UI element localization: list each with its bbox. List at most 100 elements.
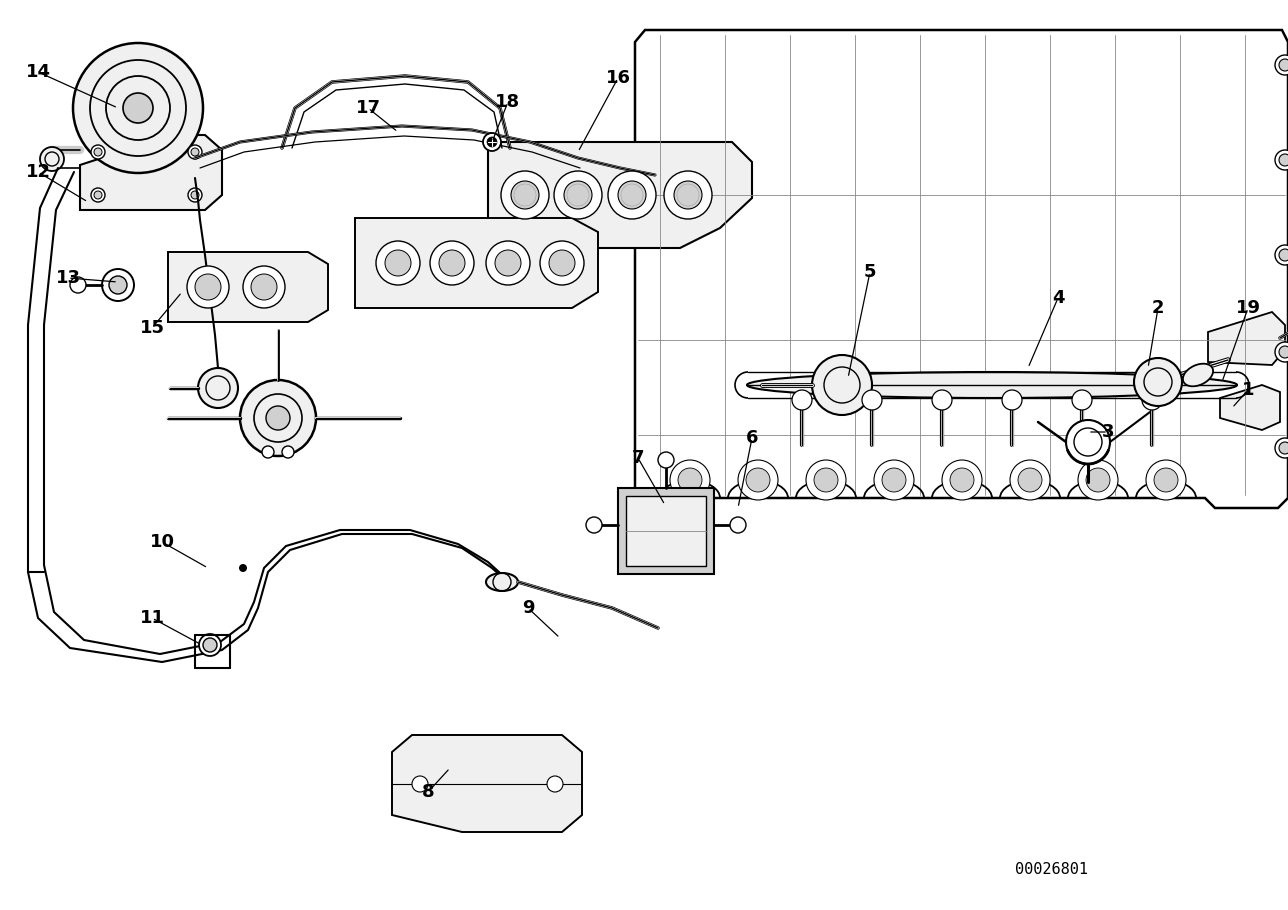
Circle shape — [94, 148, 102, 156]
Circle shape — [267, 406, 290, 430]
Circle shape — [1275, 150, 1288, 170]
Circle shape — [439, 250, 465, 276]
Circle shape — [730, 517, 746, 533]
Polygon shape — [392, 735, 582, 832]
Circle shape — [792, 390, 811, 410]
Circle shape — [1154, 468, 1179, 492]
Circle shape — [1275, 245, 1288, 265]
Circle shape — [862, 390, 882, 410]
Circle shape — [483, 133, 501, 151]
Text: 14: 14 — [26, 63, 50, 81]
Circle shape — [1072, 390, 1092, 410]
Text: 16: 16 — [605, 69, 631, 87]
Polygon shape — [80, 135, 222, 210]
Circle shape — [412, 776, 428, 792]
Circle shape — [608, 171, 656, 219]
Circle shape — [511, 181, 538, 209]
Circle shape — [1146, 460, 1186, 500]
Text: 2: 2 — [1151, 299, 1164, 317]
Circle shape — [251, 274, 277, 300]
Circle shape — [109, 276, 128, 294]
Polygon shape — [635, 30, 1288, 508]
Circle shape — [1275, 342, 1288, 362]
Bar — [618, 488, 714, 574]
Circle shape — [933, 390, 952, 410]
Polygon shape — [355, 218, 598, 308]
Circle shape — [554, 171, 601, 219]
Ellipse shape — [747, 372, 1236, 398]
Text: 1: 1 — [1242, 381, 1255, 399]
Polygon shape — [1208, 312, 1285, 365]
Circle shape — [1279, 249, 1288, 261]
Circle shape — [586, 517, 601, 533]
Circle shape — [1275, 438, 1288, 458]
Circle shape — [191, 148, 200, 156]
Circle shape — [1002, 390, 1021, 410]
Circle shape — [486, 241, 529, 285]
Circle shape — [240, 380, 316, 456]
Circle shape — [951, 468, 974, 492]
Circle shape — [385, 250, 411, 276]
Circle shape — [547, 776, 563, 792]
Circle shape — [665, 171, 712, 219]
Circle shape — [942, 460, 981, 500]
Polygon shape — [1220, 385, 1280, 430]
Circle shape — [814, 468, 838, 492]
Circle shape — [430, 241, 474, 285]
Circle shape — [670, 460, 710, 500]
Text: 11: 11 — [139, 609, 165, 627]
Circle shape — [240, 564, 247, 572]
Circle shape — [1142, 390, 1162, 410]
Polygon shape — [167, 252, 328, 322]
Circle shape — [1133, 358, 1182, 406]
Text: 18: 18 — [496, 93, 520, 111]
Text: 17: 17 — [355, 99, 380, 117]
Circle shape — [191, 191, 200, 199]
Text: 7: 7 — [631, 449, 644, 467]
Circle shape — [91, 145, 106, 159]
Circle shape — [102, 269, 134, 301]
Ellipse shape — [486, 573, 518, 591]
Circle shape — [1018, 468, 1042, 492]
Circle shape — [495, 250, 522, 276]
Circle shape — [243, 266, 285, 308]
Polygon shape — [488, 142, 752, 248]
Circle shape — [40, 147, 64, 171]
Text: 9: 9 — [522, 599, 535, 617]
Circle shape — [746, 468, 770, 492]
Circle shape — [1010, 460, 1050, 500]
Circle shape — [1279, 442, 1288, 454]
Circle shape — [94, 191, 102, 199]
Circle shape — [1078, 460, 1118, 500]
Circle shape — [1086, 468, 1110, 492]
Circle shape — [73, 43, 204, 173]
Circle shape — [487, 137, 497, 147]
Text: 00026801: 00026801 — [1015, 863, 1088, 877]
Circle shape — [194, 274, 222, 300]
Circle shape — [200, 634, 222, 656]
Circle shape — [882, 468, 905, 492]
Circle shape — [1275, 55, 1288, 75]
Circle shape — [188, 145, 202, 159]
Circle shape — [1279, 154, 1288, 166]
Circle shape — [198, 368, 238, 408]
Bar — [626, 496, 706, 566]
Circle shape — [1066, 420, 1110, 464]
Text: 3: 3 — [1101, 423, 1114, 441]
Text: 10: 10 — [149, 533, 174, 551]
Circle shape — [91, 188, 106, 202]
Ellipse shape — [1182, 364, 1213, 387]
Circle shape — [1279, 59, 1288, 71]
Circle shape — [188, 188, 202, 202]
Circle shape — [122, 93, 153, 123]
Text: 8: 8 — [421, 783, 434, 801]
Circle shape — [70, 277, 86, 293]
Circle shape — [677, 468, 702, 492]
Circle shape — [501, 171, 549, 219]
Text: 6: 6 — [746, 429, 759, 447]
Circle shape — [618, 181, 647, 209]
Text: 15: 15 — [139, 319, 165, 337]
Circle shape — [540, 241, 583, 285]
Text: 12: 12 — [26, 163, 50, 181]
Text: 5: 5 — [864, 263, 876, 281]
